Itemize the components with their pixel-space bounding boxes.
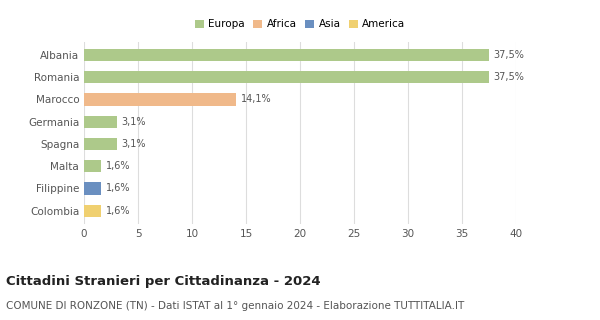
Bar	[84, 49, 489, 61]
Text: 37,5%: 37,5%	[493, 50, 524, 60]
Bar	[84, 204, 101, 217]
Text: COMUNE DI RONZONE (TN) - Dati ISTAT al 1° gennaio 2024 - Elaborazione TUTTITALIA: COMUNE DI RONZONE (TN) - Dati ISTAT al 1…	[6, 301, 464, 311]
Text: 3,1%: 3,1%	[122, 139, 146, 149]
Text: 1,6%: 1,6%	[106, 183, 130, 193]
Bar	[84, 160, 101, 172]
Bar	[84, 93, 236, 106]
Bar	[84, 182, 101, 195]
Bar	[84, 116, 118, 128]
Text: 1,6%: 1,6%	[106, 206, 130, 216]
Text: 37,5%: 37,5%	[493, 72, 524, 82]
Bar	[84, 138, 118, 150]
Text: 3,1%: 3,1%	[122, 117, 146, 127]
Legend: Europa, Africa, Asia, America: Europa, Africa, Asia, America	[194, 20, 406, 29]
Text: 14,1%: 14,1%	[241, 94, 271, 104]
Text: Cittadini Stranieri per Cittadinanza - 2024: Cittadini Stranieri per Cittadinanza - 2…	[6, 275, 320, 288]
Bar	[84, 71, 489, 83]
Text: 1,6%: 1,6%	[106, 161, 130, 171]
